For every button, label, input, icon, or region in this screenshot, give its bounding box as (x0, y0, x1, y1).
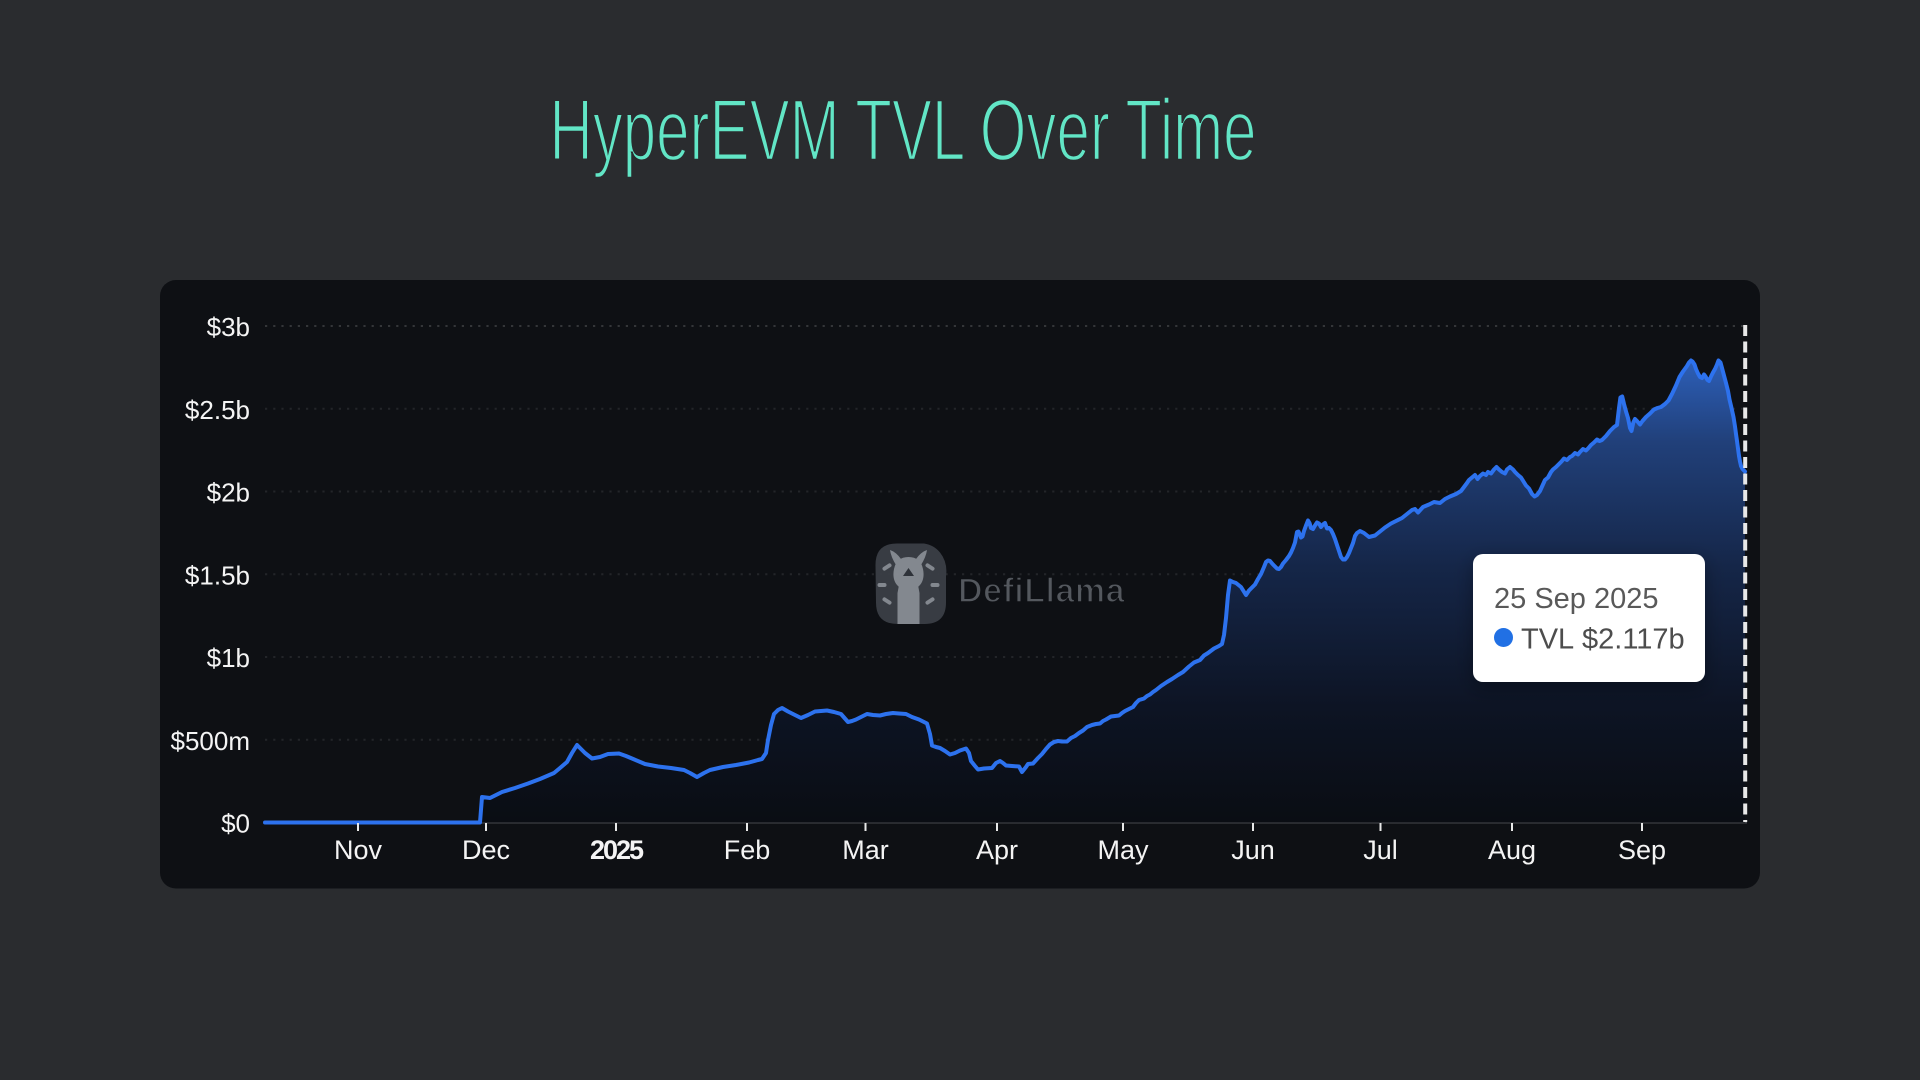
svg-text:TVL: TVL (1521, 624, 1574, 656)
svg-text:$2.5b: $2.5b (185, 395, 250, 425)
svg-text:Jun: Jun (1231, 835, 1275, 865)
svg-text:Sep: Sep (1618, 835, 1666, 865)
svg-text:2025: 2025 (590, 835, 644, 865)
svg-text:Aug: Aug (1488, 835, 1536, 865)
svg-text:HyperEVM TVL Over Time: HyperEVM TVL Over Time (549, 81, 1256, 179)
svg-text:$3b: $3b (207, 312, 250, 342)
svg-text:Feb: Feb (724, 835, 771, 865)
svg-text:Dec: Dec (462, 835, 510, 865)
svg-text:$1.5b: $1.5b (185, 560, 250, 590)
svg-text:Mar: Mar (842, 835, 889, 865)
svg-text:Nov: Nov (334, 835, 383, 865)
svg-text:May: May (1097, 835, 1149, 865)
svg-text:$2b: $2b (207, 478, 250, 508)
svg-text:Jul: Jul (1363, 835, 1398, 865)
svg-text:$0: $0 (221, 809, 250, 839)
svg-text:Apr: Apr (976, 835, 1018, 865)
svg-text:DefiLlama: DefiLlama (958, 572, 1126, 610)
svg-text:$2.117b: $2.117b (1582, 624, 1685, 656)
svg-text:$1b: $1b (207, 643, 250, 673)
svg-text:$500m: $500m (171, 726, 251, 756)
svg-text:25 Sep 2025: 25 Sep 2025 (1494, 583, 1658, 615)
